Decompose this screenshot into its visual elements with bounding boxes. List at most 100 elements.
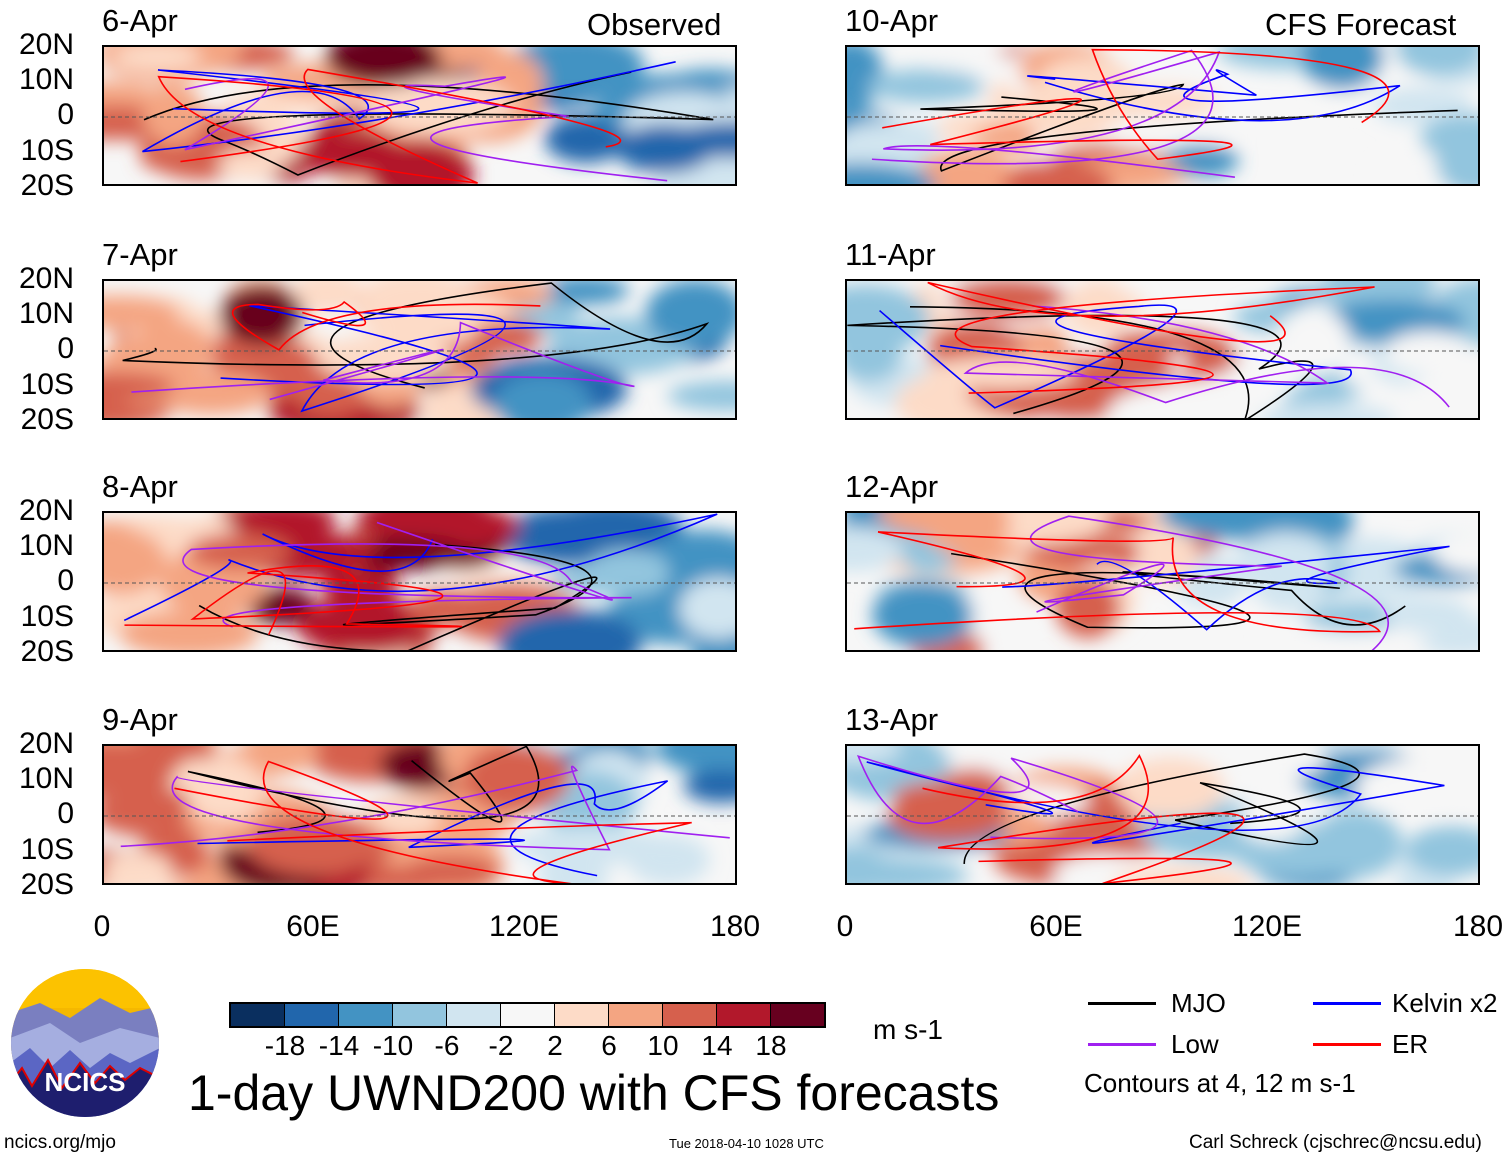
colorbar-swatch — [339, 1004, 393, 1026]
lat-tick-label: 20N — [18, 262, 74, 295]
contour-er — [922, 753, 1245, 883]
colorbar-swatch — [447, 1004, 501, 1026]
lat-tick-label: 10N — [18, 297, 74, 330]
wind-anomaly-shading — [1257, 403, 1395, 418]
map-panel — [102, 279, 737, 420]
contour-low — [184, 76, 668, 182]
wind-anomaly-shading — [847, 858, 969, 883]
wind-anomaly-shading — [364, 77, 515, 136]
contour-er — [174, 760, 692, 883]
lat-tick-label: 20N — [18, 28, 74, 61]
colorbar-tick-label: -6 — [434, 1030, 460, 1061]
panel-date: 13-Apr — [845, 702, 939, 737]
wind-anomaly-shading — [104, 746, 170, 800]
contour-er — [231, 300, 541, 351]
wind-anomaly-shading — [679, 577, 735, 640]
contour-er — [882, 48, 1390, 161]
lat-tick-label: 20N — [18, 494, 74, 527]
contour-mjo — [951, 552, 1406, 629]
panel-date: 12-Apr — [845, 469, 939, 504]
panel-date: 8-Apr — [102, 469, 178, 504]
footer-timestamp: Tue 2018-04-10 1028 UTC — [669, 1136, 824, 1151]
wind-anomaly-shading — [370, 800, 441, 837]
colorbar-tick-label: -10 — [372, 1030, 414, 1061]
contour-mjo — [143, 71, 714, 176]
wind-anomaly-shading — [1158, 513, 1298, 540]
colorbar-tick-label: -14 — [318, 1030, 360, 1061]
colorbar-tick-label: 2 — [547, 1030, 563, 1061]
lat-tick-label: 0 — [57, 98, 74, 131]
colorbar-tick-label: 14 — [701, 1030, 733, 1061]
wind-anomaly-shading — [244, 746, 319, 775]
legend-low-line — [1088, 1043, 1156, 1046]
wind-anomaly-shading — [914, 148, 1019, 184]
wind-anomaly-shading — [847, 163, 937, 184]
contour-kelvin — [1002, 545, 1450, 631]
wind-anomaly-shading — [847, 526, 904, 572]
wind-anomaly-shading — [218, 148, 282, 180]
colorbar-tick-label: -18 — [264, 1030, 306, 1061]
wind-anomaly-shading — [1036, 56, 1136, 110]
wind-anomaly-shading — [498, 513, 641, 565]
colorbar-swatch — [717, 1004, 771, 1026]
lat-tick-label: 20S — [20, 635, 74, 668]
footer-credit: Carl Schreck (cjschrec@ncsu.edu) — [1189, 1132, 1482, 1153]
colorbar-units: m s-1 — [873, 1014, 943, 1045]
contour-low — [120, 765, 730, 851]
cfs-forecast-label: CFS Forecast — [1265, 7, 1457, 42]
contour-mjo — [847, 306, 1314, 418]
wind-anomaly-shading — [544, 115, 628, 163]
footer-url[interactable]: ncics.org/mjo — [4, 1132, 116, 1153]
contour-er — [124, 565, 463, 636]
lon-tick-label: 120E — [488, 910, 560, 943]
lat-tick-label: 0 — [57, 797, 74, 830]
wind-anomaly-shading — [667, 380, 735, 411]
wind-anomaly-shading — [683, 769, 735, 803]
colorbar-swatch — [555, 1004, 609, 1026]
wind-anomaly-shading — [1191, 746, 1326, 780]
wind-anomaly-shading — [1274, 307, 1351, 377]
wind-anomaly-shading — [104, 372, 175, 401]
contour-low — [963, 305, 1450, 408]
wind-anomaly-shading — [512, 825, 670, 865]
wind-anomaly-shading — [584, 548, 670, 597]
lat-tick-label: 0 — [57, 564, 74, 597]
wind-anomaly-shading — [540, 281, 629, 305]
colorbar-swatch — [663, 1004, 717, 1026]
wind-anomaly-shading — [325, 47, 442, 86]
ncics-logo: NCICS — [10, 968, 160, 1118]
lat-tick-label: 20S — [20, 169, 74, 202]
map-panel — [102, 511, 737, 652]
observed-label: Observed — [587, 7, 722, 42]
contour-low — [131, 321, 635, 401]
contour-low — [871, 49, 1236, 178]
wind-anomaly-shading — [130, 319, 214, 383]
wind-anomaly-shading — [1372, 86, 1474, 125]
contour-er — [854, 531, 1382, 633]
figure-title: 1-day UWND200 with CFS forecasts — [188, 1065, 1000, 1121]
contour-kelvin — [197, 780, 669, 877]
legend-mjo-line — [1088, 1002, 1156, 1005]
wind-anomaly-shading — [498, 608, 642, 650]
wind-anomaly-shading — [104, 851, 173, 883]
contour-er — [927, 281, 1375, 394]
wind-anomaly-shading — [1237, 800, 1305, 843]
colorbar-swatch — [771, 1004, 824, 1026]
map-panel — [845, 511, 1480, 652]
wind-anomaly-shading — [104, 296, 180, 330]
wind-anomaly-shading — [303, 534, 378, 564]
lat-tick-label: 10S — [20, 600, 74, 633]
panel-date: 10-Apr — [845, 3, 939, 38]
legend-contour-note: Contours at 4, 12 m s-1 — [1084, 1068, 1356, 1098]
wind-anomaly-shading — [1162, 144, 1239, 178]
wind-anomaly-shading — [1384, 596, 1471, 633]
legend-er-line — [1313, 1043, 1381, 1046]
lat-tick-label: 10N — [18, 63, 74, 96]
contour-low — [856, 754, 1159, 840]
lon-tick-label: 0 — [836, 910, 854, 943]
contour-kelvin — [142, 61, 676, 153]
map-panel — [102, 744, 737, 885]
wind-anomaly-shading — [152, 371, 272, 415]
lon-tick-label: 0 — [93, 910, 111, 943]
wind-anomaly-shading — [186, 533, 292, 570]
